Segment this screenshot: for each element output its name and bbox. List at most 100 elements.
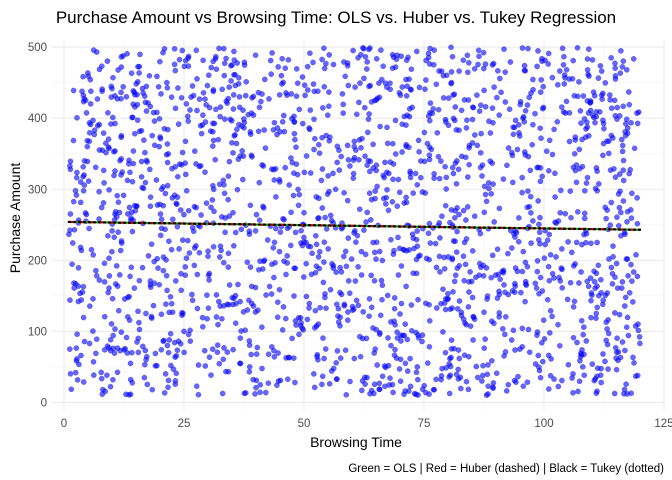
data-point [183, 255, 190, 261]
data-point [464, 69, 471, 76]
data-point [311, 384, 318, 391]
data-point [426, 117, 433, 124]
chart-caption: Green = OLS | Red = Huber (dashed) | Bla… [348, 463, 664, 475]
data-point [345, 278, 352, 284]
data-point [588, 240, 594, 247]
data-point [485, 362, 491, 368]
data-point [291, 293, 297, 299]
data-point [471, 132, 478, 138]
data-point [283, 355, 289, 361]
data-point [398, 300, 405, 307]
data-point [344, 62, 351, 69]
data-point [280, 215, 286, 222]
data-point [183, 187, 190, 194]
data-point [394, 329, 400, 336]
data-point [403, 194, 409, 201]
data-point [110, 376, 116, 383]
data-point [436, 175, 443, 182]
data-point [461, 277, 468, 284]
data-point [415, 296, 421, 303]
data-point [83, 110, 90, 116]
data-point [479, 378, 485, 384]
data-point [315, 141, 322, 148]
data-point [116, 272, 123, 278]
data-point [88, 88, 94, 95]
data-point [448, 337, 455, 343]
data-point [311, 146, 317, 153]
data-point [583, 239, 589, 246]
data-point [172, 381, 179, 388]
data-point [198, 130, 205, 137]
data-point [622, 347, 628, 354]
data-point [451, 278, 458, 285]
data-point [382, 159, 388, 166]
data-point [476, 272, 483, 279]
data-point [162, 226, 168, 233]
data-point [442, 349, 449, 356]
data-point [534, 329, 541, 335]
data-point [576, 378, 583, 385]
data-point [551, 376, 557, 382]
data-point [252, 391, 258, 397]
data-point [380, 63, 387, 70]
data-point [463, 125, 470, 131]
data-point [325, 173, 331, 179]
data-point [605, 150, 612, 157]
data-point [327, 212, 334, 219]
data-point [594, 304, 601, 311]
data-point [203, 200, 210, 206]
data-point [629, 190, 635, 197]
data-point [259, 324, 265, 331]
data-point [301, 169, 308, 176]
data-point [580, 331, 587, 338]
data-point [292, 265, 299, 272]
data-point [271, 177, 278, 183]
data-point [118, 240, 125, 246]
data-point [453, 180, 460, 187]
data-point [114, 283, 121, 289]
data-point [563, 98, 570, 105]
data-point [138, 127, 145, 134]
data-point [215, 136, 222, 143]
data-point [422, 190, 429, 196]
data-point [112, 326, 118, 332]
data-point [585, 46, 592, 52]
data-point [332, 186, 339, 193]
data-point [519, 325, 526, 332]
data-point [452, 272, 459, 279]
data-point [168, 94, 175, 100]
data-point [154, 73, 160, 80]
data-point [281, 258, 287, 265]
data-point [445, 295, 451, 302]
data-point [463, 378, 470, 385]
data-point [626, 170, 633, 177]
data-point [99, 88, 105, 95]
data-point [630, 269, 637, 275]
data-point [167, 330, 174, 337]
data-point [139, 264, 146, 271]
data-point [99, 147, 106, 154]
data-point [628, 119, 634, 126]
data-point [512, 117, 519, 124]
data-point [134, 91, 140, 98]
data-point [130, 148, 137, 154]
data-point [156, 115, 163, 122]
data-point [365, 116, 372, 123]
data-point [620, 58, 627, 64]
data-point [224, 100, 231, 106]
data-point [446, 361, 453, 367]
data-point [142, 347, 149, 354]
data-point [80, 173, 86, 180]
data-point [562, 75, 568, 81]
data-point [337, 264, 343, 271]
data-point [535, 352, 542, 359]
data-point [625, 272, 631, 279]
data-point [200, 57, 206, 64]
data-point [225, 173, 232, 180]
data-point [623, 66, 630, 73]
data-point [545, 61, 552, 67]
data-point [185, 331, 192, 338]
data-point [371, 277, 378, 284]
data-point [160, 202, 167, 209]
data-point [178, 287, 185, 294]
